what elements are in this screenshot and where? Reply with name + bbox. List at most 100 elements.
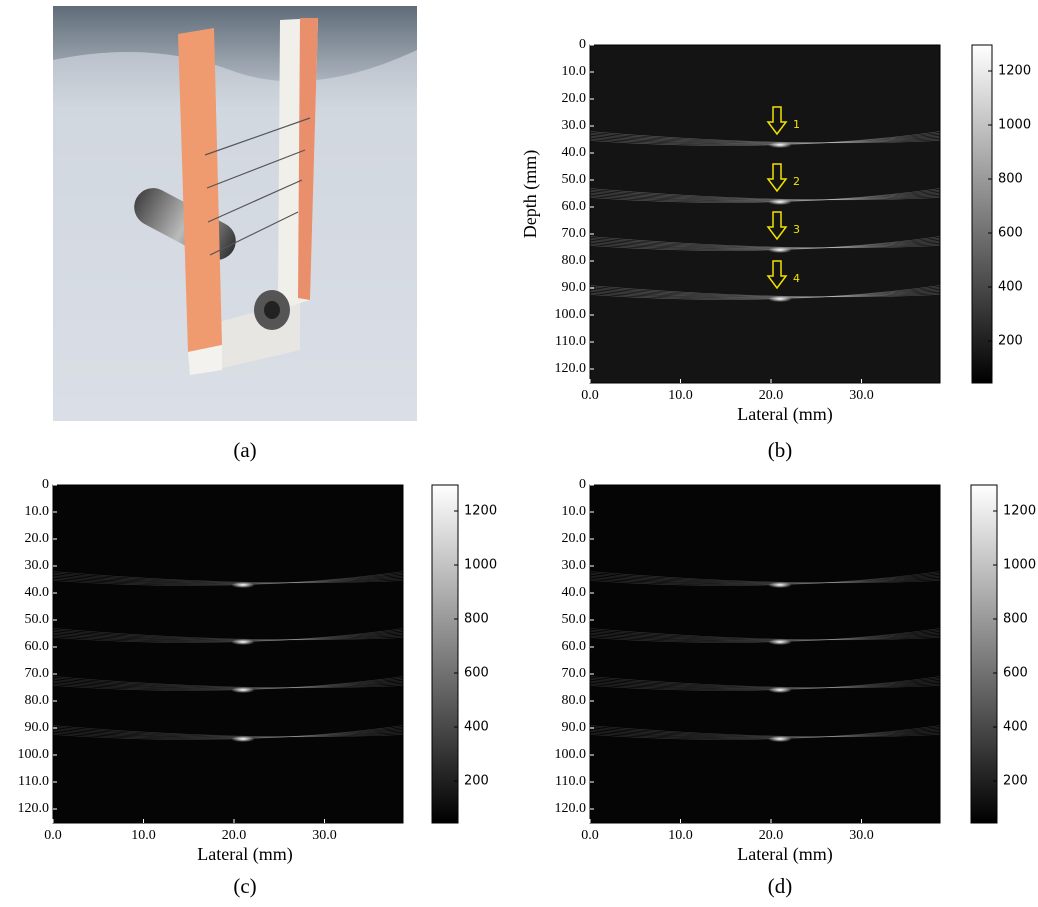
wire-echo [589, 571, 941, 584]
x-tick-label: 20.0 [222, 828, 247, 843]
y-tick-label: 50.0 [562, 612, 587, 627]
wire-echo [589, 237, 941, 249]
panel-caption: (b) [768, 438, 793, 462]
colorbar-tick-label: 400 [464, 720, 489, 735]
y-tick-label: 90.0 [25, 720, 50, 735]
x-tick-label: 0.0 [581, 388, 599, 403]
y-tick-label: 120.0 [18, 801, 50, 816]
y-tick-label: 40.0 [25, 585, 50, 600]
colorbar-tick-label: 600 [464, 666, 489, 681]
y-tick-label: 60.0 [562, 199, 587, 214]
wire-echo [52, 628, 404, 641]
y-tick-label: 40.0 [562, 585, 587, 600]
x-tick-label: 30.0 [849, 828, 874, 843]
y-tick-label: 60.0 [562, 639, 587, 654]
y-axis-label: Depth (mm) [520, 150, 541, 238]
y-tick-label: 0 [579, 477, 586, 492]
y-tick-label: 10.0 [562, 64, 587, 79]
y-tick-label: 30.0 [562, 118, 587, 133]
panel-caption: (d) [768, 874, 793, 898]
wire-echo [589, 131, 941, 144]
image-background [590, 485, 940, 823]
colorbar-tick-label: 1000 [464, 558, 497, 573]
wire-echo [52, 571, 404, 584]
y-tick-label: 80.0 [562, 693, 587, 708]
x-axis-label: Lateral (mm) [737, 404, 832, 425]
colorbar-tick-label: 1200 [1003, 504, 1036, 519]
colorbar-tick-label: 600 [998, 226, 1023, 241]
wire-echo [589, 676, 941, 689]
panel-caption: (a) [233, 438, 256, 462]
colorbar-tick-label: 800 [998, 172, 1023, 187]
photo [53, 6, 417, 421]
y-tick-label: 100.0 [18, 747, 50, 762]
wire-echo [52, 726, 404, 738]
x-axis-label: Lateral (mm) [737, 844, 832, 865]
y-tick-label: 110.0 [555, 774, 586, 789]
axes-frame [589, 484, 941, 824]
wire-highlight [768, 142, 792, 148]
wire-echo [589, 726, 941, 738]
image-background [590, 45, 940, 383]
x-tick-label: 20.0 [759, 388, 784, 403]
y-tick-label: 60.0 [25, 639, 50, 654]
ultrasound-image: 0 10.0 20.0 30.0 40.0 50.0 60.0 70.0 80.0 90.0 100… [555, 477, 1037, 865]
wire-number: 4 [793, 272, 800, 285]
wire-echo [589, 725, 941, 738]
y-tick-label: 80.0 [562, 253, 587, 268]
x-tick-label: 10.0 [131, 828, 156, 843]
colorbar-tick-label: 1000 [998, 118, 1031, 133]
wire-echo [589, 132, 941, 144]
colorbar-tick-label: 200 [1003, 774, 1028, 789]
colorbar-tick-label: 400 [998, 280, 1023, 295]
y-tick-label: 0 [579, 37, 586, 52]
wire-echo [589, 629, 941, 641]
colorbar-tick-label: 600 [1003, 666, 1028, 681]
y-tick-label: 10.0 [562, 504, 587, 519]
colorbar-tick-label: 1200 [464, 504, 497, 519]
wire-highlight [768, 687, 792, 693]
colorbar-tick-label: 400 [1003, 720, 1028, 735]
wire-highlight [231, 639, 255, 645]
arrow [766, 260, 788, 290]
y-tick-label: 50.0 [562, 172, 587, 187]
wire-echo [589, 188, 941, 201]
wire-highlight [231, 736, 255, 742]
axes-frame [589, 44, 941, 384]
wire-highlight [768, 582, 792, 588]
x-tick-label: 30.0 [849, 388, 874, 403]
y-tick-label: 40.0 [562, 145, 587, 160]
colorbar-tick-label: 800 [464, 612, 489, 627]
y-tick-label: 70.0 [562, 226, 587, 241]
wire-echo [589, 236, 941, 249]
y-tick-label: 20.0 [25, 531, 50, 546]
y-tick-label: 120.0 [555, 361, 587, 376]
y-tick-label: 30.0 [25, 558, 50, 573]
y-tick-label: 50.0 [25, 612, 50, 627]
wire-echo [589, 572, 941, 584]
arrow [766, 211, 788, 241]
wire-highlight [768, 296, 792, 302]
y-tick-label: 20.0 [562, 91, 587, 106]
colorbar [431, 484, 459, 824]
y-tick-label: 30.0 [562, 558, 587, 573]
wire-echo [589, 677, 941, 689]
y-tick-label: 0 [42, 477, 49, 492]
y-tick-label: 100.0 [555, 747, 587, 762]
y-tick-label: 70.0 [562, 666, 587, 681]
x-axis-label: Lateral (mm) [197, 844, 292, 865]
y-tick-label: 110.0 [555, 334, 586, 349]
arrow [766, 163, 788, 193]
wire-echo [589, 628, 941, 641]
wire-echo [589, 286, 941, 298]
wire-echo [589, 189, 941, 201]
wire-highlight [768, 639, 792, 645]
colorbar [971, 44, 993, 384]
colorbar [970, 484, 998, 824]
y-tick-label: 90.0 [562, 280, 587, 295]
wire-highlight [768, 736, 792, 742]
colorbar-tick-label: 800 [1003, 612, 1028, 627]
y-tick-label: 90.0 [562, 720, 587, 735]
wire-echo [589, 285, 941, 298]
